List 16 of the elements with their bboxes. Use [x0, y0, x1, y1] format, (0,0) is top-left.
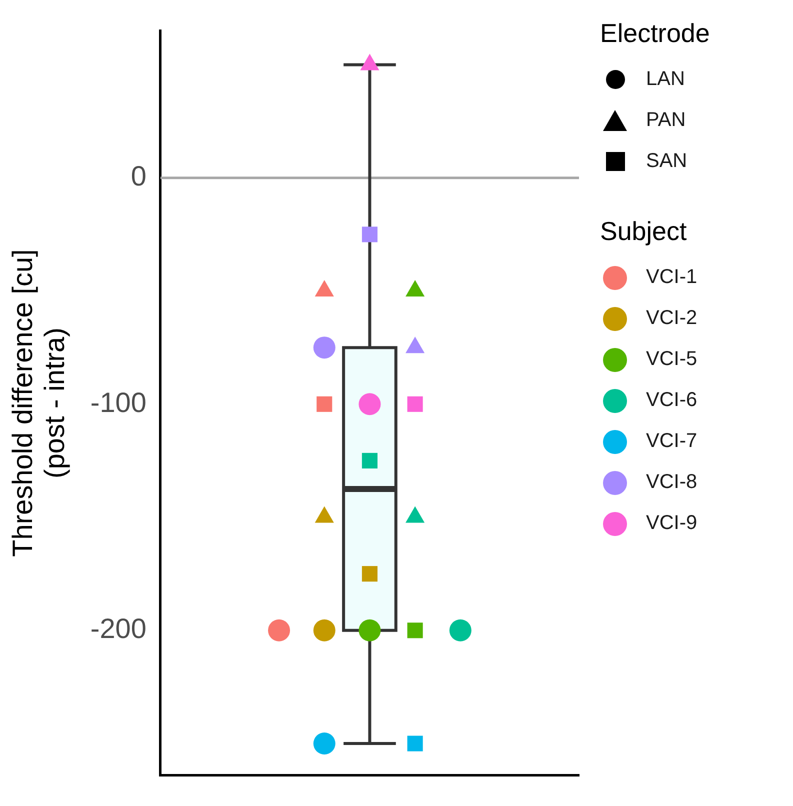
legend-label: VCI-7 — [646, 430, 698, 453]
legend-label: VCI-5 — [646, 348, 698, 371]
legend-label: VCI-8 — [646, 471, 698, 494]
legend-label: VCI-9 — [646, 512, 698, 535]
text: Electrode — [600, 18, 710, 48]
y-tick-label: -100 — [90, 386, 146, 418]
legend-label: VCI-6 — [646, 389, 698, 412]
y-axis-title: Threshold difference [cu] (post - intra) — [6, 249, 70, 557]
y-tick-label: 0 — [130, 160, 146, 192]
legend-label: VCI-1 — [646, 266, 698, 289]
legend-label: LAN — [646, 68, 685, 91]
y-tick-label: -200 — [90, 613, 146, 644]
legend-label: PAN — [646, 109, 686, 132]
text: Subject — [600, 216, 687, 246]
legend-label: SAN — [646, 150, 688, 173]
legend-label: VCI-2 — [646, 307, 698, 330]
